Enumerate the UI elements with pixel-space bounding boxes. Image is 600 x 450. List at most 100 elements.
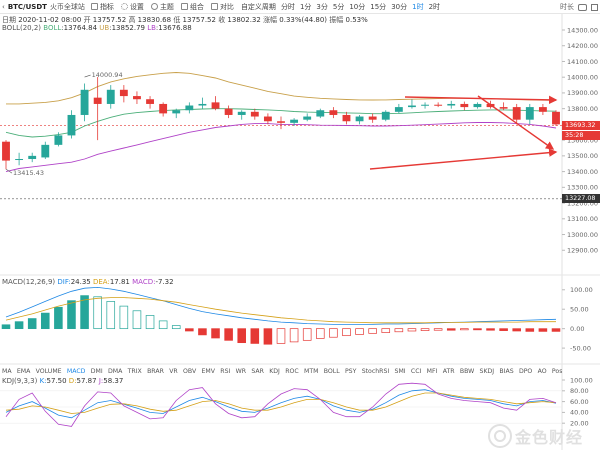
macd-bar bbox=[538, 328, 548, 332]
timeframe-6[interactable]: 30分 bbox=[391, 2, 408, 11]
indicator-tab-mtm[interactable]: MTM bbox=[303, 367, 319, 375]
d-label: D bbox=[68, 377, 75, 385]
macd-bar bbox=[14, 321, 24, 330]
indicator-icon bbox=[90, 3, 98, 10]
fullscreen-icon[interactable] bbox=[591, 3, 598, 11]
macd-bar bbox=[433, 328, 443, 331]
indicator-tab-psy[interactable]: PSY bbox=[344, 367, 357, 375]
indicator-tab-wr[interactable]: WR bbox=[235, 367, 247, 375]
indicator-tab-smi[interactable]: SMI bbox=[394, 367, 406, 375]
chart-canvas[interactable]: 14000.94 13415.43 12900.00 13000.00 13100.0… bbox=[0, 14, 600, 450]
grid bbox=[0, 14, 600, 450]
indicator-tab-skdj[interactable]: SKDJ bbox=[479, 367, 495, 375]
candle-body bbox=[342, 114, 351, 122]
candle-body bbox=[538, 107, 547, 112]
indicator-tab-bbw[interactable]: BBW bbox=[459, 367, 475, 375]
back-button[interactable]: ‹ bbox=[2, 2, 5, 11]
kdj-name[interactable]: KDJ(9,3,3) bbox=[2, 377, 38, 385]
j-value: 58.37 bbox=[103, 377, 124, 385]
duration-button[interactable]: 时长 bbox=[560, 3, 574, 11]
timeframe-7[interactable]: 1时 bbox=[412, 2, 424, 11]
indicator-tab-rsi[interactable]: RSI bbox=[220, 367, 231, 375]
indicator-tab-kdj[interactable]: KDJ bbox=[269, 367, 280, 375]
open-label: 开 bbox=[83, 16, 91, 24]
indicator-tab-dma[interactable]: DMA bbox=[107, 367, 123, 375]
indicator-button[interactable]: 指标 bbox=[90, 2, 114, 12]
candle-body bbox=[172, 110, 181, 114]
indicator-tab-obv[interactable]: OBV bbox=[183, 367, 197, 375]
indicator-tab-trix[interactable]: TRIX bbox=[127, 367, 142, 375]
indicator-tab-emv[interactable]: EMV bbox=[201, 367, 215, 375]
macd-bar bbox=[263, 328, 273, 345]
dif-label: DIF bbox=[57, 278, 69, 286]
indicator-tab-cci[interactable]: CCI bbox=[410, 367, 422, 375]
indicator-tab-bias[interactable]: BIAS bbox=[499, 367, 514, 375]
timeframe-0[interactable]: 分时 bbox=[280, 2, 295, 11]
macd-panel bbox=[1, 286, 561, 345]
watermark-logo-icon bbox=[488, 423, 512, 448]
timeframe-5[interactable]: 15分 bbox=[370, 2, 387, 11]
indicator-tab-ao[interactable]: AO bbox=[537, 367, 547, 375]
macd-bar bbox=[171, 325, 181, 330]
amplitude-label: 振幅 bbox=[329, 16, 344, 24]
kdj-tick-label: 80.00 bbox=[570, 387, 589, 395]
low-label: 低 bbox=[173, 16, 181, 24]
date-value: 2020-11-02 08:00 bbox=[18, 16, 82, 24]
timeframe-list: 分时 1分 3分 5分 10分 15分 30分 1时 2时 bbox=[281, 2, 445, 12]
indicator-tab-brar[interactable]: BRAR bbox=[147, 367, 164, 375]
indicator-tab-macd[interactable]: MACD bbox=[66, 367, 86, 375]
camera-icon[interactable] bbox=[578, 3, 587, 11]
indicator-tab-volume[interactable]: VOLUME bbox=[35, 367, 62, 375]
symbol-selector[interactable]: BTC/USDT bbox=[7, 2, 47, 11]
macd-bar bbox=[27, 318, 37, 330]
indicator-tab-position[interactable]: Position bbox=[551, 367, 562, 375]
macd-value: -7.32 bbox=[155, 278, 174, 286]
indicator-tab-boll[interactable]: BOLL bbox=[323, 367, 340, 375]
price-tick-label: 14300.00 bbox=[567, 26, 598, 34]
macd-bar bbox=[486, 328, 495, 331]
compare-button[interactable]: 对比 bbox=[210, 2, 234, 12]
candle-body bbox=[41, 144, 50, 158]
boll-name[interactable]: BOLL(20,2) bbox=[2, 24, 42, 32]
price-tick-label: 14200.00 bbox=[567, 42, 598, 50]
timeframe-4[interactable]: 10分 bbox=[349, 2, 366, 11]
custom-period-button[interactable]: 自定义周期 bbox=[240, 2, 276, 11]
macd-bar bbox=[237, 328, 246, 344]
macd-bar bbox=[368, 328, 377, 334]
date-label: 日期 bbox=[2, 16, 16, 24]
indicator-tab-ma[interactable]: MA bbox=[2, 367, 12, 375]
timeframe-3[interactable]: 5分 bbox=[332, 2, 345, 11]
candle-body bbox=[329, 110, 338, 115]
candle-body bbox=[263, 116, 272, 122]
k-label: K bbox=[39, 377, 45, 385]
theme-icon bbox=[150, 3, 158, 10]
timeframe-8[interactable]: 2时 bbox=[428, 2, 441, 11]
macd-bar bbox=[316, 328, 325, 339]
indicator-tab-atr[interactable]: ATR bbox=[442, 367, 455, 375]
indicator-tab-mfi[interactable]: MFI bbox=[426, 367, 438, 375]
indicator-tab-dpo[interactable]: DPO bbox=[518, 367, 533, 375]
boll-upper-value: 13852.79 bbox=[111, 24, 145, 32]
indicator-tab-dmi[interactable]: DMI bbox=[90, 367, 103, 375]
indicator-tab-vr[interactable]: VR bbox=[169, 367, 178, 375]
combine-icon bbox=[180, 3, 188, 10]
candle-body bbox=[525, 107, 534, 120]
candle-body bbox=[224, 108, 233, 115]
price-tick-label: 12900.00 bbox=[567, 247, 598, 255]
crosshair-price-tag: 13227.08 bbox=[562, 194, 600, 204]
indicator-tab-stochrsi[interactable]: StochRSI bbox=[361, 367, 390, 375]
combine-button[interactable]: 组合 bbox=[180, 2, 204, 12]
indicator-tab-roc[interactable]: ROC bbox=[285, 367, 299, 375]
macd-name[interactable]: MACD(12,26,9) bbox=[2, 278, 56, 286]
timeframe-1[interactable]: 1分 bbox=[299, 2, 312, 11]
macd-bar bbox=[394, 328, 404, 333]
indicator-tab-sar[interactable]: SAR bbox=[251, 367, 264, 375]
indicator-tab-ema[interactable]: EMA bbox=[16, 367, 31, 375]
current-price-tag: 13693.32 bbox=[562, 121, 600, 130]
close-value: 13802.32 bbox=[227, 16, 261, 24]
timeframe-2[interactable]: 3分 bbox=[316, 2, 328, 11]
change-value: 0.33%(44.80) bbox=[279, 16, 328, 24]
theme-button[interactable]: 主题 bbox=[150, 2, 174, 12]
settings-button[interactable]: 设置 bbox=[120, 2, 144, 12]
dea-label: DEA bbox=[92, 278, 108, 286]
